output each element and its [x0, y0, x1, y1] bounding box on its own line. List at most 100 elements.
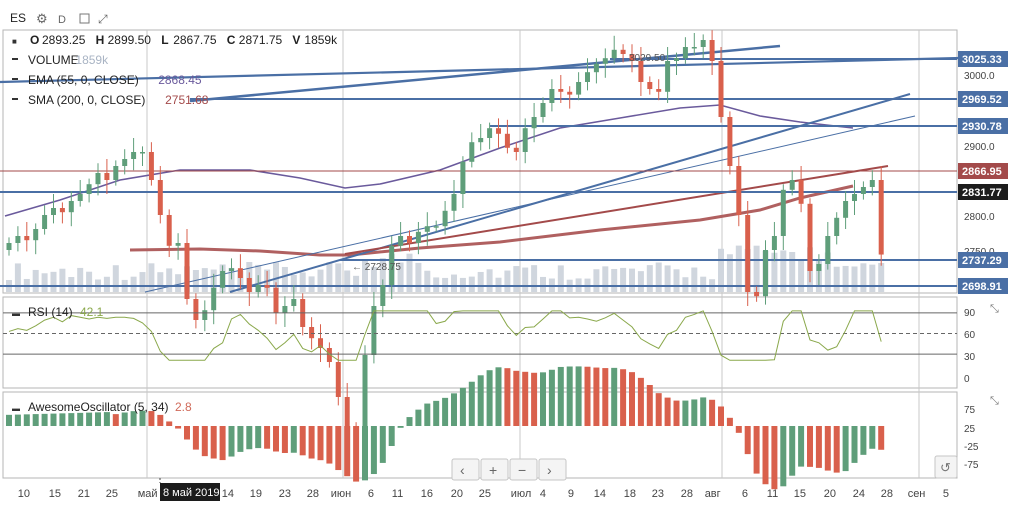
candle[interactable]: [33, 229, 39, 241]
candle[interactable]: [478, 138, 484, 143]
candle[interactable]: [763, 250, 768, 297]
candle[interactable]: [148, 152, 154, 180]
candle[interactable]: [104, 173, 110, 180]
candle[interactable]: [585, 72, 590, 82]
candle[interactable]: [24, 236, 30, 241]
candle[interactable]: [122, 159, 128, 166]
candle[interactable]: [807, 203, 813, 271]
candle[interactable]: [220, 271, 226, 288]
candle[interactable]: [335, 362, 341, 397]
candle[interactable]: [656, 89, 662, 92]
candle[interactable]: [522, 128, 528, 152]
candle[interactable]: [140, 152, 145, 154]
candle[interactable]: [754, 292, 760, 297]
ao-name[interactable]: AwesomeOscillator (5, 34): [28, 400, 169, 414]
candle[interactable]: [6, 243, 12, 250]
ao-maximize-icon[interactable]: ⤡: [990, 395, 999, 407]
candle[interactable]: [709, 40, 715, 61]
candle[interactable]: [638, 61, 644, 82]
candle[interactable]: [727, 117, 733, 166]
candle[interactable]: [291, 299, 297, 306]
candle[interactable]: [389, 245, 395, 285]
candle[interactable]: [442, 210, 448, 227]
candle[interactable]: [371, 306, 377, 355]
candle[interactable]: [326, 348, 332, 362]
candle[interactable]: [549, 89, 555, 103]
candle[interactable]: [451, 194, 457, 211]
candle[interactable]: [77, 194, 83, 201]
candle[interactable]: [211, 287, 217, 311]
indicator-name[interactable]: EMA (55, 0, CLOSE): [28, 73, 139, 87]
candle[interactable]: [469, 142, 475, 162]
candle[interactable]: [852, 194, 857, 201]
symbol-label[interactable]: ES: [10, 11, 26, 25]
candle[interactable]: [59, 208, 65, 213]
candle[interactable]: [193, 299, 199, 320]
candle[interactable]: [620, 49, 626, 54]
reset-button[interactable]: [934, 455, 958, 479]
candle[interactable]: [602, 58, 608, 64]
candle[interactable]: [843, 201, 849, 218]
candle[interactable]: [264, 285, 270, 288]
candle[interactable]: [202, 310, 208, 320]
indicator-name[interactable]: VOLUME: [28, 53, 79, 67]
candle[interactable]: [567, 91, 573, 95]
candle[interactable]: [745, 215, 751, 292]
candle[interactable]: [513, 147, 519, 152]
compare-icon[interactable]: [79, 13, 90, 24]
candle[interactable]: [398, 236, 404, 246]
candle[interactable]: [15, 236, 21, 243]
candle[interactable]: [246, 278, 252, 292]
interval-label[interactable]: D: [58, 14, 66, 26]
candle[interactable]: [700, 40, 706, 47]
nav-button[interactable]: [480, 458, 509, 481]
candle[interactable]: [51, 208, 56, 215]
candle[interactable]: [691, 47, 697, 49]
candle[interactable]: [362, 355, 368, 432]
candle[interactable]: [282, 306, 288, 313]
trend-line[interactable]: [344, 165, 889, 255]
candle[interactable]: [157, 180, 163, 215]
candle[interactable]: [504, 133, 510, 148]
candle[interactable]: [665, 61, 671, 92]
nav-button[interactable]: [509, 458, 538, 481]
candle[interactable]: [496, 128, 501, 134]
candle[interactable]: [344, 397, 350, 428]
trend-line[interactable]: [0, 56, 961, 84]
candle[interactable]: [255, 285, 261, 292]
candle[interactable]: [629, 54, 635, 61]
candle[interactable]: [309, 327, 315, 339]
candle[interactable]: [531, 117, 537, 129]
candle[interactable]: [780, 189, 786, 236]
trend-line[interactable]: [144, 115, 916, 293]
candle[interactable]: [736, 166, 742, 215]
nav-button[interactable]: [538, 458, 567, 481]
candle[interactable]: [273, 287, 279, 313]
candle[interactable]: [229, 268, 234, 271]
candle[interactable]: [131, 152, 137, 159]
candle[interactable]: [540, 103, 546, 117]
candle[interactable]: [816, 264, 822, 271]
candle[interactable]: [415, 231, 421, 243]
collapse-icon[interactable]: ■: [12, 37, 17, 46]
candle[interactable]: [318, 338, 323, 348]
candle[interactable]: [175, 243, 181, 246]
indicator-name[interactable]: SMA (200, 0, CLOSE): [28, 93, 145, 107]
candle[interactable]: [113, 166, 119, 180]
candle[interactable]: [674, 58, 679, 61]
candle[interactable]: [682, 47, 688, 59]
candle[interactable]: [184, 243, 190, 299]
candle[interactable]: [433, 226, 439, 228]
candle[interactable]: [407, 236, 412, 243]
trend-line[interactable]: [189, 44, 781, 103]
candle[interactable]: [611, 49, 617, 59]
candle[interactable]: [487, 128, 493, 138]
candle[interactable]: [576, 82, 582, 95]
candle[interactable]: [718, 61, 724, 117]
candle[interactable]: [86, 184, 92, 194]
fullscreen-icon[interactable]: ⤢: [97, 12, 108, 26]
candle[interactable]: [68, 201, 74, 213]
candle[interactable]: [869, 180, 875, 187]
candle[interactable]: [558, 89, 564, 92]
